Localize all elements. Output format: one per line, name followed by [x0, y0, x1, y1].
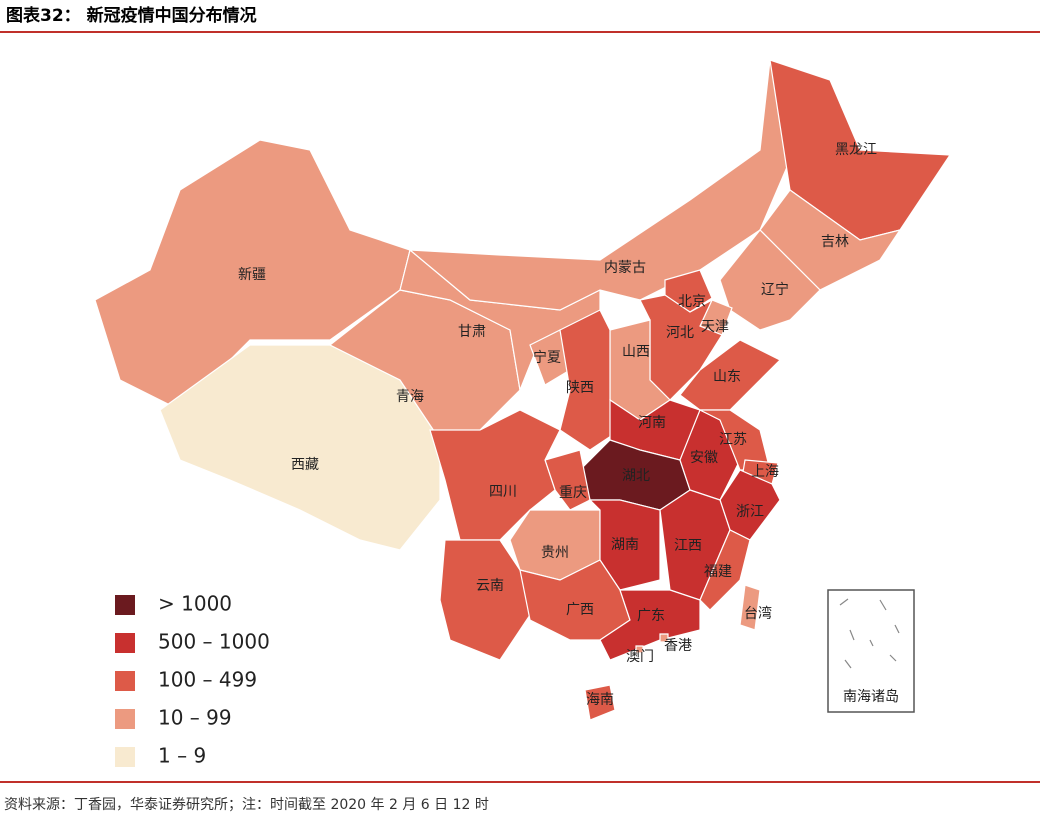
region-31	[739, 584, 761, 631]
region-label: 江苏	[719, 432, 747, 448]
region-label: 安徽	[690, 450, 718, 466]
source-note: 资料来源：丁香园，华泰证券研究所；注：时间截至 2020 年 2 月 6 日 1…	[4, 797, 489, 813]
region-label: 江西	[674, 538, 702, 554]
region-label: 山东	[713, 369, 741, 385]
region-label: 海南	[586, 692, 614, 708]
region-label: 黑龙江	[835, 142, 877, 158]
region-25	[588, 499, 661, 591]
region-label: 陕西	[566, 380, 594, 396]
region-label: 西藏	[291, 457, 319, 473]
region-label: 青海	[396, 389, 424, 405]
region-label: 广东	[637, 608, 665, 624]
legend: > 1000 500 – 1000 100 – 499 10 – 99 1 – 9	[115, 592, 270, 768]
legend-swatch	[115, 709, 135, 729]
region-label: 香港	[664, 638, 692, 654]
legend-swatch	[115, 671, 135, 691]
region-label: 北京	[678, 294, 706, 310]
region-22	[429, 409, 561, 541]
legend-label: 500 – 1000	[158, 630, 270, 654]
region-27	[699, 529, 751, 611]
region-14	[679, 339, 782, 411]
region-label: 云南	[476, 578, 504, 594]
region-label: 上海	[751, 464, 779, 480]
title: 图表32： 新冠疫情中国分布情况	[6, 5, 257, 26]
legend-swatch	[115, 633, 135, 653]
region-label: 甘肃	[458, 324, 486, 340]
region-32	[659, 633, 669, 643]
region-label: 湖北	[622, 468, 650, 484]
region-7	[719, 229, 821, 331]
region-label: 内蒙古	[604, 260, 646, 276]
legend-swatch	[115, 747, 135, 767]
region-label: 澳门	[626, 649, 654, 665]
legend-label: > 1000	[158, 592, 232, 616]
region-label: 宁夏	[533, 349, 561, 366]
region-24	[439, 539, 541, 661]
region-label: 天津	[701, 319, 729, 335]
region-1	[159, 344, 441, 551]
region-label: 山西	[622, 344, 650, 360]
region-label: 贵州	[541, 545, 569, 561]
region-label: 吉林	[821, 234, 849, 250]
region-label: 新疆	[238, 267, 266, 283]
region-label: 河北	[666, 325, 694, 341]
region-label: 重庆	[559, 485, 587, 501]
region-label: 河南	[638, 415, 666, 431]
region-label: 四川	[489, 484, 517, 500]
region-label: 浙江	[736, 504, 764, 520]
region-label: 辽宁	[761, 281, 789, 298]
region-label: 广西	[566, 602, 594, 618]
inset-label: 南海诸岛	[843, 689, 899, 705]
region-label: 湖南	[611, 537, 639, 553]
region-30	[584, 684, 616, 721]
region-33	[635, 645, 644, 654]
legend-label: 100 – 499	[158, 668, 257, 692]
inset-box: 南海诸岛	[827, 589, 915, 713]
region-label: 台湾	[744, 605, 772, 622]
region-label: 福建	[704, 564, 732, 580]
legend-label: 1 – 9	[158, 744, 206, 768]
legend-label: 10 – 99	[158, 706, 232, 730]
legend-swatch	[115, 595, 135, 615]
